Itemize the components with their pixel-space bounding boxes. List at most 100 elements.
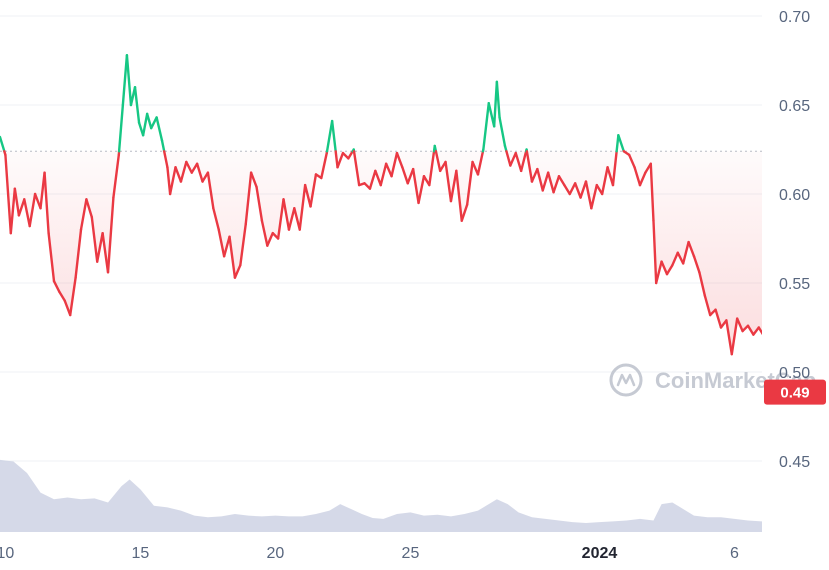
price-segment (746, 324, 755, 336)
price-segment (63, 299, 72, 317)
price-segment (509, 151, 517, 167)
price-segment (4, 153, 13, 235)
price-segment (13, 187, 21, 217)
price-segment (101, 231, 110, 274)
price-segment (654, 260, 663, 285)
price-segment (168, 166, 177, 196)
price-segment (546, 171, 555, 194)
price-segment (692, 255, 701, 274)
price-segment (117, 103, 125, 153)
price-segment (112, 153, 121, 199)
price-segment (665, 264, 674, 276)
price-segment (627, 153, 636, 169)
price-segment (514, 151, 523, 173)
price-segment (17, 198, 26, 217)
price-segment (228, 235, 237, 279)
coinmarketcap-logo-icon (609, 363, 643, 397)
price-segment (212, 207, 220, 231)
price-segment (282, 198, 291, 231)
price-segment (121, 53, 129, 107)
price-segment (579, 180, 588, 199)
price-segment (541, 171, 550, 192)
price-segment (239, 223, 247, 267)
price-segment (568, 182, 577, 196)
price-segment (287, 207, 296, 231)
price-segment (160, 139, 166, 153)
price-segment (374, 169, 382, 187)
price-segment (145, 112, 153, 130)
price-segment (233, 264, 242, 279)
price-segment (79, 198, 88, 231)
grid-lines (0, 15, 762, 462)
price-segment (309, 173, 318, 208)
current-price-badge: 0.49 (764, 379, 826, 405)
price-segment (764, 336, 769, 345)
price-segment (406, 167, 415, 185)
price-segment (125, 53, 133, 107)
price-segment (9, 187, 17, 235)
y-axis-ticks: 0.70 0.65 0.60 0.55 0.50 0.45 (779, 9, 810, 471)
price-segment (482, 102, 490, 151)
price-segment (150, 116, 158, 130)
x-tick-label: 6 (730, 545, 739, 562)
price-segment (334, 150, 339, 169)
price-segment (530, 167, 539, 183)
price-segment (74, 228, 83, 279)
price-segment (276, 198, 285, 240)
x-tick-label: 2024 (582, 545, 618, 562)
price-segment (757, 326, 762, 336)
price-segment (649, 162, 655, 222)
price-segment (244, 171, 253, 226)
price-segment (600, 166, 609, 196)
price-segment (444, 160, 453, 203)
price-segment (0, 135, 6, 153)
price-segment (217, 228, 226, 258)
price-line (0, 53, 769, 356)
price-segment (428, 150, 436, 187)
price-segment (652, 219, 658, 285)
price-segment (330, 119, 337, 153)
price-segment (298, 183, 307, 231)
price-segment (638, 171, 647, 187)
price-segment (166, 166, 172, 196)
volume-shape (0, 459, 762, 532)
price-segment (336, 151, 345, 169)
price-segment (185, 160, 193, 174)
price-segment (714, 308, 723, 329)
price-segment (23, 198, 31, 228)
price-segment (43, 171, 50, 235)
coinmarketcap-logo-mark-icon (616, 373, 636, 387)
x-tick-label: 10 (0, 545, 14, 562)
price-segment (476, 150, 485, 176)
price-segment (730, 317, 739, 356)
price-segment (698, 271, 706, 297)
price-segment (725, 319, 733, 356)
price-segment (352, 150, 361, 187)
price-segment (384, 162, 393, 178)
price-segment (495, 80, 501, 119)
price-segment (368, 169, 377, 190)
price-segment (584, 180, 593, 210)
y-tick-label: 0.50 (779, 365, 810, 382)
price-segment (563, 183, 571, 196)
price-segment (379, 162, 388, 187)
price-segment (676, 251, 685, 265)
price-segment (401, 166, 409, 185)
price-segment (687, 240, 696, 258)
price-segment (573, 182, 582, 199)
price-segment (325, 119, 334, 153)
y-tick-label: 0.55 (779, 276, 810, 293)
price-segment (741, 324, 750, 333)
price-segment (249, 171, 258, 189)
price-segment (47, 231, 56, 283)
price-segment (96, 231, 104, 263)
price-segment (222, 235, 231, 258)
y-tick-label: 0.60 (779, 187, 810, 204)
price-segment (206, 171, 215, 210)
price-below-fill (0, 151, 762, 355)
price-segment (195, 162, 204, 183)
y-tick-label: 0.70 (779, 9, 810, 26)
x-tick-label: 15 (132, 545, 150, 562)
price-fill (0, 151, 762, 355)
